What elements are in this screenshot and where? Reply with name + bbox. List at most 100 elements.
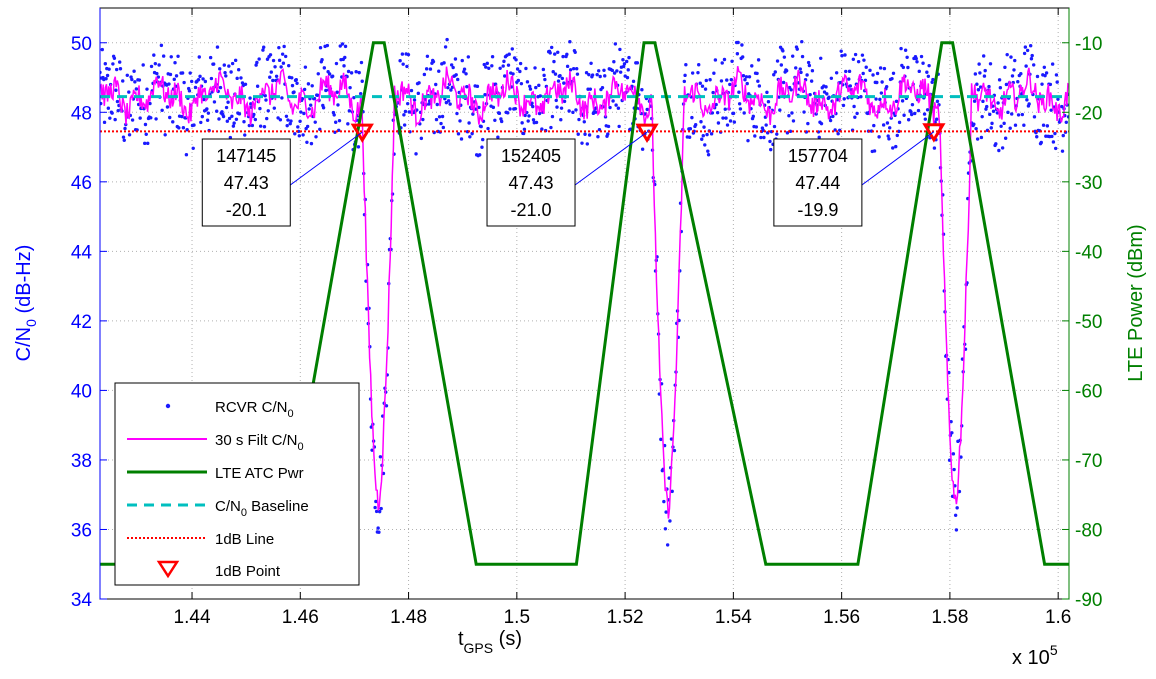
- rcvr-point: [377, 530, 381, 534]
- rcvr-point: [208, 55, 213, 60]
- rcvr-point: [1050, 134, 1054, 139]
- rcvr-point: [728, 119, 733, 123]
- rcvr-point: [668, 519, 672, 523]
- rcvr-point: [125, 73, 129, 77]
- rcvr-point: [437, 69, 441, 73]
- rcvr-point: [560, 76, 565, 81]
- rcvr-point: [554, 98, 558, 103]
- rcvr-point: [772, 73, 776, 77]
- rcvr-point: [370, 448, 374, 452]
- rcvr-point: [895, 133, 899, 138]
- rcvr-point: [174, 74, 179, 78]
- rcvr-point: [226, 100, 230, 104]
- rcvr-point: [522, 127, 527, 131]
- rcvr-point: [925, 108, 930, 112]
- rcvr-point: [917, 69, 921, 74]
- rcvr-point: [515, 67, 520, 71]
- rcvr-point: [704, 78, 709, 83]
- rcvr-point: [479, 124, 483, 129]
- rcvr-point: [852, 104, 856, 109]
- rcvr-point: [315, 93, 320, 97]
- rcvr-point: [261, 48, 265, 52]
- rcvr-point: [218, 85, 223, 90]
- rcvr-point: [922, 112, 927, 116]
- rcvr-point: [279, 65, 283, 69]
- annotation-text: 47.43: [509, 173, 554, 193]
- y-left-tick-label: 48: [71, 103, 92, 124]
- rcvr-point: [1060, 104, 1064, 109]
- rcvr-point: [327, 72, 332, 76]
- rcvr-point: [884, 84, 889, 89]
- rcvr-point: [738, 107, 743, 111]
- rcvr-point: [750, 64, 754, 68]
- x-multiplier-exp: 5: [1050, 642, 1058, 658]
- rcvr-point: [514, 58, 518, 62]
- rcvr-point: [702, 125, 706, 129]
- rcvr-point: [640, 147, 645, 151]
- rcvr-point: [622, 62, 627, 66]
- y-left-tick-label: 42: [71, 312, 92, 333]
- rcvr-point: [146, 141, 150, 146]
- rcvr-point: [1016, 113, 1021, 117]
- rcvr-point: [416, 91, 421, 96]
- rcvr-point: [144, 132, 148, 136]
- rcvr-point: [766, 99, 771, 104]
- rcvr-point: [787, 114, 791, 118]
- rcvr-point: [897, 120, 902, 125]
- rcvr-point: [587, 133, 592, 137]
- rcvr-point: [789, 88, 793, 92]
- rcvr-point: [703, 87, 708, 91]
- rcvr-point: [988, 112, 992, 117]
- rcvr-point: [879, 91, 884, 95]
- rcvr-point: [985, 104, 989, 109]
- rcvr-point: [143, 141, 147, 146]
- rcvr-point: [1019, 71, 1023, 76]
- rcvr-point: [662, 499, 666, 504]
- rcvr-point: [665, 543, 670, 547]
- rcvr-point: [110, 111, 114, 115]
- rcvr-point: [617, 124, 621, 129]
- rcvr-point: [276, 116, 280, 120]
- axes: 1.44 1.46 1.48 1.5 1.52 1.54 1.56 1.58 1.6 34 36 38…: [71, 8, 1102, 628]
- rcvr-point: [1016, 80, 1020, 84]
- y-left-tick-label: 40: [71, 381, 92, 402]
- rcvr-point: [459, 137, 464, 141]
- rcvr-point: [561, 54, 565, 59]
- rcvr-point: [608, 105, 612, 110]
- rcvr-point: [352, 95, 356, 100]
- rcvr-point: [886, 134, 890, 138]
- rcvr-point: [455, 111, 459, 116]
- rcvr-point: [1064, 120, 1068, 124]
- rcvr-point: [754, 125, 759, 129]
- rcvr-point: [541, 67, 546, 72]
- rcvr-point: [828, 118, 833, 123]
- rcvr-point: [297, 134, 302, 138]
- rcvr-point: [559, 106, 564, 110]
- rcvr-point: [596, 135, 600, 139]
- rcvr-point: [1006, 110, 1010, 115]
- rcvr-point: [810, 69, 815, 73]
- rcvr-point: [460, 58, 464, 63]
- rcvr-point: [417, 81, 421, 85]
- rcvr-point: [901, 65, 906, 70]
- rcvr-point: [212, 100, 217, 104]
- rcvr-point: [288, 121, 292, 126]
- rcvr-point: [1008, 126, 1012, 130]
- rcvr-point: [347, 109, 352, 113]
- rcvr-point: [568, 68, 573, 72]
- rcvr-point: [549, 45, 554, 50]
- rcvr-point: [320, 58, 324, 62]
- rcvr-point: [528, 84, 532, 89]
- rcvr-point: [491, 105, 496, 110]
- rcvr-point: [606, 132, 610, 136]
- rcvr-point: [234, 117, 239, 121]
- rcvr-point: [314, 135, 318, 139]
- rcvr-point: [972, 99, 977, 103]
- rcvr-point: [722, 57, 727, 62]
- rcvr-point: [587, 72, 591, 77]
- y-right-tick-label: -10: [1075, 34, 1102, 55]
- rcvr-point: [562, 99, 567, 104]
- rcvr-point: [552, 59, 556, 64]
- rcvr-point: [502, 59, 506, 64]
- rcvr-point: [819, 121, 824, 126]
